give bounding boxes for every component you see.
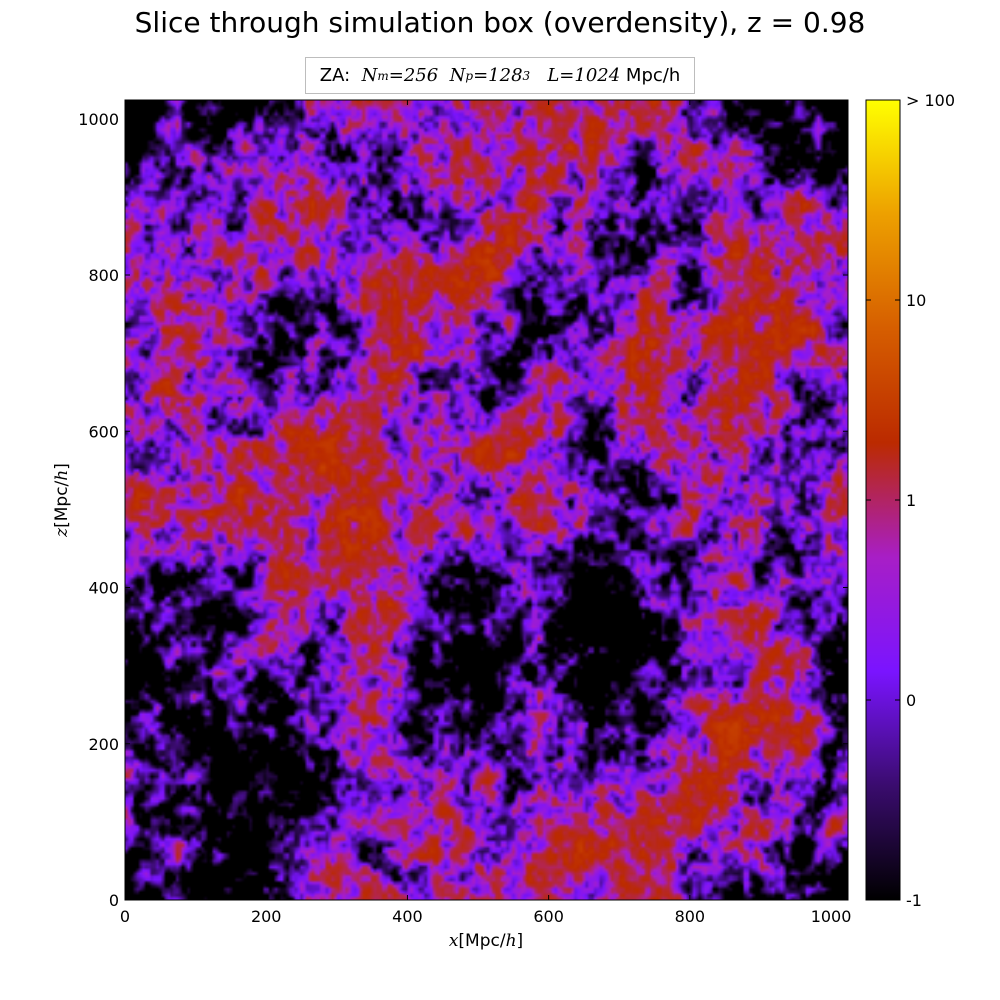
subtitle-l-symbol: L	[547, 65, 560, 86]
y-tick-label: 400	[88, 579, 119, 598]
colorbar-tick-label: 10	[906, 291, 926, 310]
y-tick-label: 0	[109, 891, 119, 910]
x-tick-label: 600	[533, 907, 564, 926]
x-tick-label: 800	[675, 907, 706, 926]
colorbar-tick-label: 1	[906, 491, 916, 510]
x-tick-label: 0	[120, 907, 130, 926]
subtitle-np-subscript: p	[465, 68, 474, 83]
x-tick-label: 1000	[811, 907, 852, 926]
overdensity-heatmap	[125, 100, 848, 900]
x-tick-label: 400	[392, 907, 423, 926]
y-axis-label: z[Mpc/h]	[52, 463, 72, 538]
subtitle-prefix: ZA:	[319, 65, 351, 86]
y-tick-label: 200	[88, 735, 119, 754]
x-axis-label: x[Mpc/h]	[449, 931, 523, 951]
heatmap-area	[124, 99, 849, 901]
subtitle-nm-value: =256	[388, 65, 439, 86]
x-tick-label: 200	[251, 907, 282, 926]
subtitle-nm-subscript: m	[377, 68, 389, 83]
subtitle-nm-symbol: N	[361, 65, 378, 86]
subtitle-np-value: =128	[473, 65, 523, 86]
y-tick-label: 800	[88, 266, 119, 285]
subtitle-np-symbol: N	[449, 65, 466, 86]
plot-frame	[124, 99, 849, 901]
chart-title: Slice through simulation box (overdensit…	[134, 6, 866, 39]
subtitle-l-value: =1024	[559, 65, 621, 86]
colorbar: -1 0 1 10 > 100	[865, 91, 955, 910]
colorbar-tick-label: 0	[906, 691, 916, 710]
y-tick-label: 600	[88, 422, 119, 441]
colorbar-tick-label: -1	[906, 891, 922, 910]
y-tick-label: 1000	[78, 110, 119, 129]
subtitle-unit: Mpc/h	[625, 65, 681, 86]
colorbar-ticks: -1 0 1 10 > 100	[866, 91, 955, 910]
colorbar-tick-label: > 100	[906, 91, 955, 110]
x-axis: 0 200 400 600 800 1000	[120, 100, 852, 926]
subtitle-np-exponent: 3	[522, 68, 531, 83]
y-axis: 0 200 400 600 800 1000	[78, 110, 848, 910]
colorbar-gradient	[865, 99, 901, 901]
